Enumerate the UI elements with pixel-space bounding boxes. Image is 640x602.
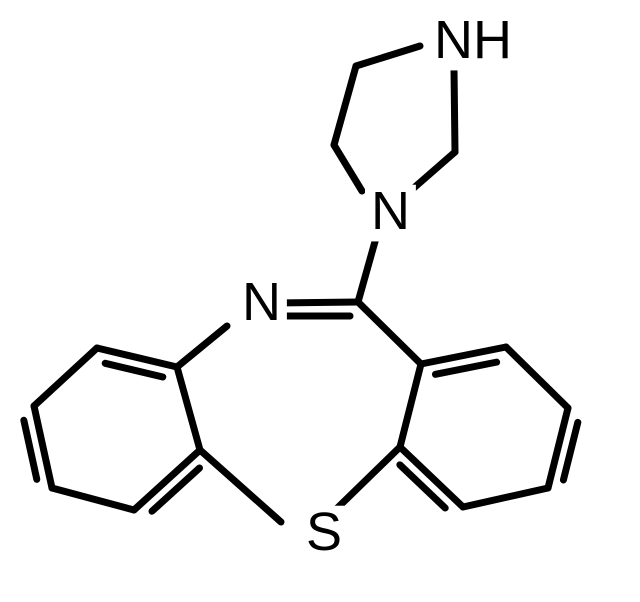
bond-c1-c2r bbox=[506, 347, 568, 408]
bond-pip-c6-n1 bbox=[334, 145, 362, 191]
bond-pip-c2-c3 bbox=[454, 69, 455, 152]
atom-label-n-diazepine: N bbox=[242, 272, 281, 332]
atom-label-s-thiazepine: S bbox=[306, 502, 342, 562]
bond-c11a-c1-db bbox=[435, 362, 496, 374]
bond-c11-n-db-a bbox=[275, 302, 358, 303]
bond-c7-c6l bbox=[52, 488, 134, 510]
bond-pip-nh-c5 bbox=[356, 46, 420, 66]
bond-c10a-c11a bbox=[400, 364, 421, 447]
atom-label-nh-piperazine-upper: NH bbox=[434, 10, 512, 70]
bond-n-c9a bbox=[177, 326, 227, 367]
bond-c11-c11a bbox=[358, 302, 421, 364]
bond-c9a-c9-db bbox=[105, 363, 163, 377]
bond-n1-c11 bbox=[358, 238, 376, 302]
bond-c8-c7-db bbox=[24, 420, 37, 479]
bond-c5a-s bbox=[200, 450, 281, 522]
bond-c5a-c9a bbox=[177, 367, 200, 450]
bond-c3r-c4r bbox=[463, 488, 548, 507]
bond-pip-c5-c6 bbox=[334, 66, 356, 145]
atom-label-n-piperazine-lower: N bbox=[371, 181, 410, 241]
bond-c9-c8 bbox=[34, 348, 97, 406]
chemical-structure-svg: N NH N S bbox=[0, 0, 640, 602]
